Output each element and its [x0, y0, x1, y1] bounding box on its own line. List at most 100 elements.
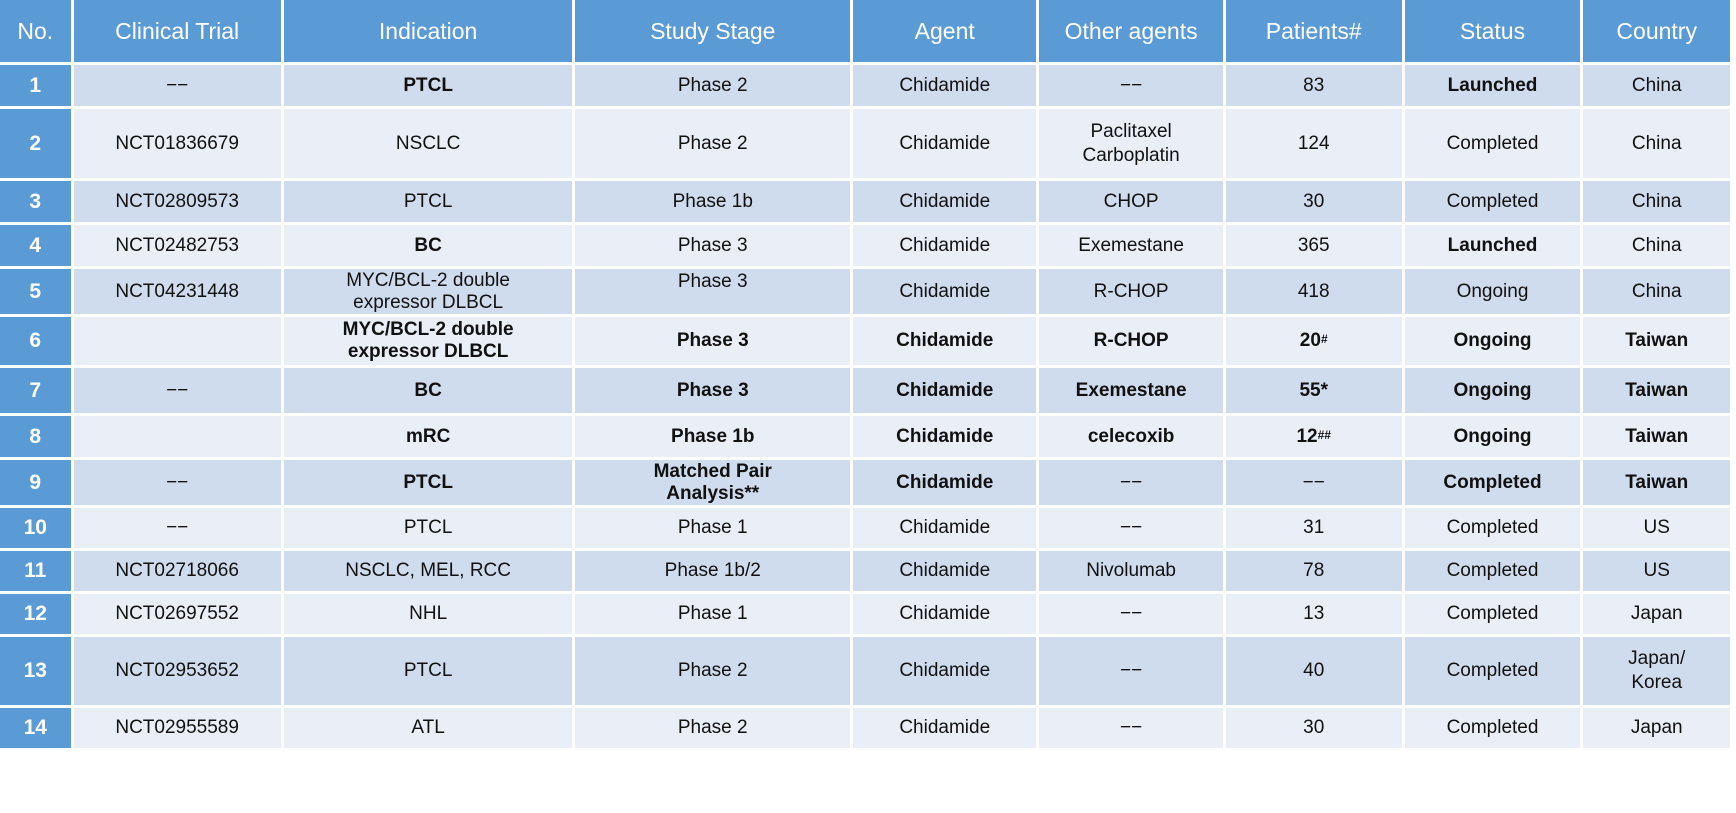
row-number: 8 — [0, 416, 71, 457]
clinical-trial-cell: NCT02809573 — [73, 181, 281, 222]
agent-cell: Chidamide — [853, 225, 1037, 266]
header-study-stage: Study Stage — [575, 0, 851, 62]
table-row: 10 −− PTCL Phase 1 Chidamide −− 31 Compl… — [0, 508, 1730, 548]
row-number: 10 — [0, 508, 71, 548]
table-row: 5 NCT04231448 MYC/BCL-2 double expressor… — [0, 269, 1730, 314]
header-clinical-trial: Clinical Trial — [73, 0, 281, 62]
row-number: 11 — [0, 551, 71, 591]
indication-cell: PTCL — [283, 637, 573, 705]
row-number: 13 — [0, 637, 71, 705]
other-agents-text: Paclitaxel Carboplatin — [1082, 120, 1180, 166]
patients-value: 20 — [1299, 330, 1321, 351]
agent-cell: Chidamide — [853, 460, 1037, 505]
country-cell: US — [1583, 508, 1730, 548]
header-row: No. Clinical Trial Indication Study Stag… — [0, 0, 1730, 62]
patients-cell: 55* — [1225, 368, 1402, 413]
study-stage-cell: Phase 1b — [575, 416, 851, 457]
clinical-trial-cell: −− — [73, 65, 281, 106]
header-no: No. — [0, 0, 71, 62]
country-cell: China — [1583, 181, 1730, 222]
agent-cell: Chidamide — [853, 637, 1037, 705]
clinical-trial-cell: NCT04231448 — [73, 269, 281, 314]
table-row: 2 NCT01836679 NSCLC Phase 2 Chidamide Pa… — [0, 109, 1730, 178]
country-cell: China — [1583, 269, 1730, 314]
status-cell: Completed — [1404, 460, 1581, 505]
table-row: 14 NCT02955589 ATL Phase 2 Chidamide −− … — [0, 708, 1730, 748]
country-cell: China — [1583, 65, 1730, 106]
study-stage-cell: Phase 1 — [575, 508, 851, 548]
indication-text: MYC/BCL-2 double expressor DLBCL — [342, 319, 514, 362]
indication-cell: BC — [283, 368, 573, 413]
clinical-trial-cell: NCT02953652 — [73, 637, 281, 705]
country-cell: China — [1583, 109, 1730, 178]
header-indication: Indication — [283, 0, 573, 62]
status-cell: Ongoing — [1404, 416, 1581, 457]
other-agents-cell: −− — [1039, 708, 1223, 748]
clinical-trials-table: No. Clinical Trial Indication Study Stag… — [0, 0, 1730, 748]
other-agents-cell: Exemestane — [1039, 368, 1223, 413]
patients-footnote-mark: ## — [1317, 427, 1331, 442]
status-cell: Launched — [1404, 65, 1581, 106]
indication-text: MYC/BCL-2 double expressor DLBCL — [346, 269, 510, 313]
agent-cell: Chidamide — [853, 65, 1037, 106]
indication-cell: NSCLC, MEL, RCC — [283, 551, 573, 591]
country-cell: Japan — [1583, 594, 1730, 634]
clinical-trial-cell: −− — [73, 460, 281, 505]
row-number: 9 — [0, 460, 71, 505]
patients-footnote-mark: # — [1320, 332, 1328, 346]
indication-cell: BC — [283, 225, 573, 266]
study-stage-cell: Phase 1b/2 — [575, 551, 851, 591]
patients-value: 12 — [1296, 425, 1318, 447]
other-agents-cell: celecoxib — [1039, 416, 1223, 457]
study-stage-cell: Phase 3 — [575, 269, 851, 314]
indication-cell: MYC/BCL-2 double expressor DLBCL — [283, 269, 573, 314]
row-number: 12 — [0, 594, 71, 634]
patients-cell: 12## — [1225, 416, 1402, 457]
indication-cell: PTCL — [283, 181, 573, 222]
clinical-trial-cell: −− — [73, 508, 281, 548]
country-cell: Taiwan — [1583, 416, 1730, 457]
other-agents-cell: −− — [1039, 460, 1223, 505]
clinical-trial-cell — [73, 317, 281, 365]
agent-cell: Chidamide — [853, 551, 1037, 591]
patients-cell: −− — [1225, 460, 1402, 505]
agent-cell: Chidamide — [853, 109, 1037, 178]
study-stage-cell: Phase 1 — [575, 594, 851, 634]
row-number: 3 — [0, 181, 71, 222]
patients-cell: 124 — [1225, 109, 1402, 178]
status-cell: Ongoing — [1404, 368, 1581, 413]
agent-cell: Chidamide — [853, 708, 1037, 748]
indication-cell: NSCLC — [283, 109, 573, 178]
study-stage-text: Matched Pair Analysis** — [653, 460, 772, 504]
table-row: 6 MYC/BCL-2 double expressor DLBCL Phase… — [0, 317, 1730, 365]
country-cell: Japan/ Korea — [1583, 637, 1730, 705]
status-cell: Completed — [1404, 637, 1581, 705]
study-stage-cell: Matched Pair Analysis** — [575, 460, 851, 505]
row-number: 14 — [0, 708, 71, 748]
study-stage-cell: Phase 2 — [575, 637, 851, 705]
indication-cell: PTCL — [283, 508, 573, 548]
patients-cell: 13 — [1225, 594, 1402, 634]
table-row: 7 −− BC Phase 3 Chidamide Exemestane 55*… — [0, 368, 1730, 413]
agent-cell: Chidamide — [853, 317, 1037, 365]
header-agent: Agent — [853, 0, 1037, 62]
clinical-trial-cell: NCT02697552 — [73, 594, 281, 634]
clinical-trial-cell: NCT01836679 — [73, 109, 281, 178]
row-number: 1 — [0, 65, 71, 106]
other-agents-cell: −− — [1039, 594, 1223, 634]
other-agents-cell: Exemestane — [1039, 225, 1223, 266]
other-agents-cell: Nivolumab — [1039, 551, 1223, 591]
status-cell: Ongoing — [1404, 269, 1581, 314]
clinical-trial-cell: NCT02955589 — [73, 708, 281, 748]
patients-cell: 83 — [1225, 65, 1402, 106]
agent-cell: Chidamide — [853, 594, 1037, 634]
row-number: 7 — [0, 368, 71, 413]
country-cell: Taiwan — [1583, 460, 1730, 505]
other-agents-cell: R-CHOP — [1039, 269, 1223, 314]
country-cell: US — [1583, 551, 1730, 591]
other-agents-cell: CHOP — [1039, 181, 1223, 222]
row-number: 4 — [0, 225, 71, 266]
agent-cell: Chidamide — [853, 368, 1037, 413]
indication-cell: NHL — [283, 594, 573, 634]
patients-cell: 40 — [1225, 637, 1402, 705]
